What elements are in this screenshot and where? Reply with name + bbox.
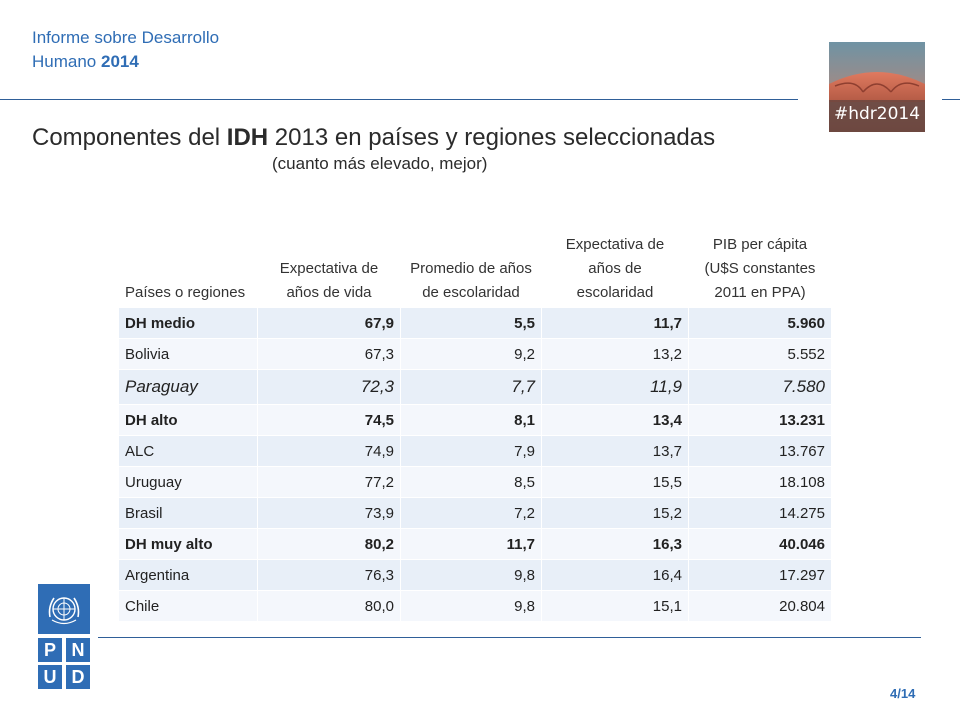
report-title-year: 2014 bbox=[100, 52, 139, 71]
cell-life: 74,9 bbox=[257, 435, 401, 467]
cell-exp-school: 13,4 bbox=[541, 404, 689, 436]
cell-exp-school: 11,7 bbox=[541, 307, 689, 339]
cell-life: 72,3 bbox=[257, 369, 401, 405]
slide-title: Componentes del IDH 2013 en países y reg… bbox=[32, 124, 715, 152]
cell-life: 80,0 bbox=[257, 590, 401, 622]
table-row: Paraguay 72,3 7,7 11,9 7.580 bbox=[118, 369, 832, 405]
cell-gdp: 7.580 bbox=[688, 369, 832, 405]
slide-title-prefix: Componentes del bbox=[32, 124, 227, 151]
cell-gdp: 18.108 bbox=[688, 466, 832, 498]
cell-mean-school: 9,8 bbox=[400, 590, 542, 622]
table-row: Uruguay 77,2 8,5 15,5 18.108 bbox=[118, 466, 832, 498]
cell-name: DH muy alto bbox=[118, 528, 258, 560]
cell-life: 67,9 bbox=[257, 307, 401, 339]
cell-life: 67,3 bbox=[257, 338, 401, 370]
header-gdp-per-capita: PIB per cápita (U$S constantes 2011 en P… bbox=[688, 203, 832, 308]
header-countries: Países o regiones bbox=[118, 203, 258, 308]
cell-mean-school: 9,8 bbox=[400, 559, 542, 591]
cell-gdp: 5.552 bbox=[688, 338, 832, 370]
header-life-expectancy: Expectativa de años de vida bbox=[257, 203, 401, 308]
slide-subtitle: (cuanto más elevado, mejor) bbox=[272, 154, 488, 173]
table-row: Brasil 73,9 7,2 15,2 14.275 bbox=[118, 497, 832, 529]
table-row: DH alto 74,5 8,1 13,4 13.231 bbox=[118, 404, 832, 436]
cell-exp-school: 16,4 bbox=[541, 559, 689, 591]
cell-mean-school: 8,1 bbox=[400, 404, 542, 436]
table-row: Chile 80,0 9,8 15,1 20.804 bbox=[118, 590, 832, 622]
cell-exp-school: 15,1 bbox=[541, 590, 689, 622]
cell-exp-school: 11,9 bbox=[541, 369, 689, 405]
report-title-line1: Informe sobre Desarrollo bbox=[32, 28, 220, 47]
cell-mean-school: 11,7 bbox=[400, 528, 542, 560]
cell-gdp: 14.275 bbox=[688, 497, 832, 529]
cell-life: 73,9 bbox=[257, 497, 401, 529]
hdr-badge: #hdr2014 bbox=[829, 42, 925, 132]
table-row: Bolivia 67,3 9,2 13,2 5.552 bbox=[118, 338, 832, 370]
header-divider bbox=[0, 99, 798, 100]
cell-mean-school: 9,2 bbox=[400, 338, 542, 370]
cell-gdp: 13.231 bbox=[688, 404, 832, 436]
slide-title-bold: IDH bbox=[226, 124, 269, 151]
cell-life: 80,2 bbox=[257, 528, 401, 560]
hdr-badge-label: #hdr2014 bbox=[833, 104, 921, 124]
cell-life: 77,2 bbox=[257, 466, 401, 498]
table-row: DH muy alto 80,2 11,7 16,3 40.046 bbox=[118, 528, 832, 560]
logo-letter-n: N bbox=[66, 638, 90, 662]
hdi-components-table: Países o regiones Expectativa de años de… bbox=[118, 203, 832, 622]
cell-name: Bolivia bbox=[118, 338, 258, 370]
cell-exp-school: 13,7 bbox=[541, 435, 689, 467]
table-body: DH medio 67,9 5,5 11,7 5.960 Bolivia 67,… bbox=[118, 307, 832, 622]
undp-letters: P N U D bbox=[38, 638, 90, 689]
cell-gdp: 40.046 bbox=[688, 528, 832, 560]
hdr-badge-art bbox=[829, 42, 925, 132]
cell-exp-school: 13,2 bbox=[541, 338, 689, 370]
undp-logo: P N U D bbox=[38, 584, 90, 690]
logo-letter-p: P bbox=[38, 638, 62, 662]
table-row: ALC 74,9 7,9 13,7 13.767 bbox=[118, 435, 832, 467]
cell-exp-school: 16,3 bbox=[541, 528, 689, 560]
cell-exp-school: 15,2 bbox=[541, 497, 689, 529]
cell-name: Uruguay bbox=[118, 466, 258, 498]
cell-name: Paraguay bbox=[118, 369, 258, 405]
cell-life: 76,3 bbox=[257, 559, 401, 591]
cell-mean-school: 8,5 bbox=[400, 466, 542, 498]
table-row: Argentina 76,3 9,8 16,4 17.297 bbox=[118, 559, 832, 591]
header-mean-schooling: Promedio de años de escolaridad bbox=[400, 203, 542, 308]
table-header-row: Países o regiones Expectativa de años de… bbox=[118, 203, 832, 308]
cell-mean-school: 7,7 bbox=[400, 369, 542, 405]
cell-name: ALC bbox=[118, 435, 258, 467]
un-globe-icon bbox=[48, 597, 80, 625]
un-emblem-icon bbox=[38, 584, 90, 634]
cell-name: DH alto bbox=[118, 404, 258, 436]
report-title-line2: Humano 2014 bbox=[32, 50, 219, 74]
cell-gdp: 20.804 bbox=[688, 590, 832, 622]
cell-life: 74,5 bbox=[257, 404, 401, 436]
cell-name: Brasil bbox=[118, 497, 258, 529]
header-divider-right bbox=[942, 99, 960, 100]
cell-mean-school: 7,2 bbox=[400, 497, 542, 529]
page-number: 4/14 bbox=[890, 686, 916, 701]
cell-gdp: 17.297 bbox=[688, 559, 832, 591]
cell-gdp: 13.767 bbox=[688, 435, 832, 467]
footer-divider bbox=[98, 637, 921, 638]
cell-exp-school: 15,5 bbox=[541, 466, 689, 498]
logo-letter-u: U bbox=[38, 665, 62, 689]
cell-mean-school: 5,5 bbox=[400, 307, 542, 339]
report-title: Informe sobre Desarrollo Humano 2014 bbox=[32, 26, 219, 74]
cell-gdp: 5.960 bbox=[688, 307, 832, 339]
report-title-prefix: Humano bbox=[32, 52, 101, 71]
cell-mean-school: 7,9 bbox=[400, 435, 542, 467]
cell-name: Chile bbox=[118, 590, 258, 622]
cell-name: Argentina bbox=[118, 559, 258, 591]
table-row: DH medio 67,9 5,5 11,7 5.960 bbox=[118, 307, 832, 339]
cell-name: DH medio bbox=[118, 307, 258, 339]
slide-title-suffix: 2013 en países y regiones seleccionadas bbox=[268, 124, 716, 151]
header-expected-schooling: Expectativa de años de escolaridad bbox=[541, 203, 689, 308]
logo-letter-d: D bbox=[66, 665, 90, 689]
